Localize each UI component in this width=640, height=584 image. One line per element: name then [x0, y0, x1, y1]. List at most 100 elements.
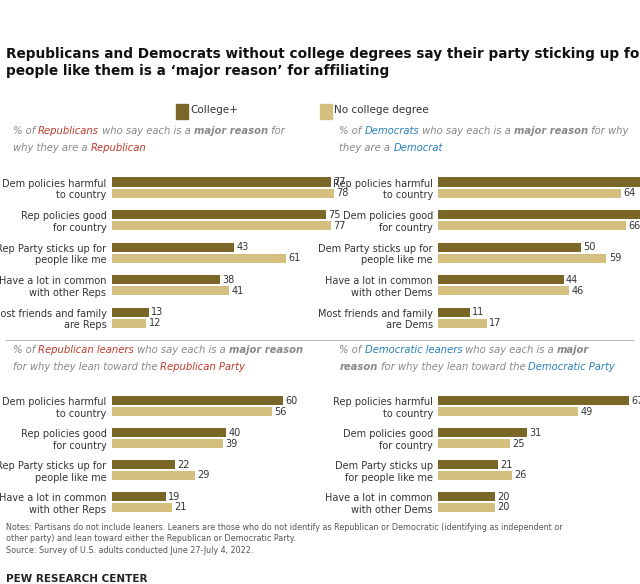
Bar [438, 407, 578, 416]
Text: % of: % of [339, 345, 365, 355]
Text: % of: % of [13, 345, 38, 355]
Bar [112, 471, 195, 480]
Text: 61: 61 [288, 253, 300, 263]
Text: who say each is a: who say each is a [134, 345, 229, 355]
Text: 12: 12 [148, 318, 161, 328]
Text: 67: 67 [632, 396, 640, 406]
Bar [112, 253, 286, 263]
Text: major reason: major reason [229, 345, 303, 355]
Text: 40: 40 [228, 427, 241, 437]
Text: 11: 11 [472, 307, 484, 317]
Text: 50: 50 [583, 242, 595, 252]
Bar [438, 428, 527, 437]
Bar [112, 503, 172, 512]
Text: 26: 26 [515, 471, 527, 481]
Bar [438, 275, 564, 284]
Text: College+: College+ [190, 106, 238, 116]
Text: 29: 29 [197, 471, 209, 481]
Text: Democratic leaners: Democratic leaners [365, 345, 462, 355]
Text: 75: 75 [328, 210, 340, 220]
Text: 31: 31 [529, 427, 541, 437]
Text: who say each is a: who say each is a [419, 126, 514, 136]
Text: for why they lean toward the: for why they lean toward the [378, 362, 529, 372]
Text: 49: 49 [580, 406, 593, 416]
Text: 78: 78 [337, 188, 349, 198]
Bar [112, 492, 166, 501]
Bar [112, 318, 146, 328]
Bar [112, 460, 175, 469]
Text: 21: 21 [500, 460, 513, 470]
Text: who say each is a: who say each is a [462, 345, 557, 355]
Text: 21: 21 [174, 502, 186, 512]
Text: 59: 59 [609, 253, 621, 263]
Text: for why: for why [588, 126, 628, 136]
Text: 13: 13 [151, 307, 164, 317]
Bar [438, 439, 509, 448]
Text: major reason: major reason [514, 126, 588, 136]
Bar [112, 407, 271, 416]
Text: why they are a: why they are a [13, 143, 90, 153]
Text: 20: 20 [498, 492, 510, 502]
Text: 60: 60 [285, 396, 298, 406]
Bar [438, 178, 640, 187]
Bar [438, 210, 640, 219]
Bar [438, 471, 513, 480]
Bar [438, 397, 629, 405]
Bar [438, 189, 621, 197]
Text: they are a: they are a [339, 143, 394, 153]
Bar [112, 439, 223, 448]
Text: 25: 25 [512, 439, 524, 449]
Text: 43: 43 [237, 242, 249, 252]
Bar [112, 189, 334, 197]
Text: 64: 64 [623, 188, 636, 198]
Bar [112, 221, 332, 230]
Text: Democrats: Democrats [365, 126, 419, 136]
Bar [438, 503, 495, 512]
Text: 39: 39 [225, 439, 237, 449]
Bar [112, 397, 283, 405]
Bar [176, 104, 188, 119]
Text: 77: 77 [333, 221, 346, 231]
Text: 56: 56 [274, 406, 286, 416]
Text: 38: 38 [223, 274, 235, 284]
Bar [320, 104, 332, 119]
Bar [438, 242, 581, 252]
Text: Notes: Partisans do not include leaners. Leaners are those who do not identify a: Notes: Partisans do not include leaners.… [6, 523, 563, 555]
Text: % of: % of [339, 126, 365, 136]
Bar [112, 286, 229, 295]
Bar [112, 428, 226, 437]
Text: major: major [557, 345, 589, 355]
Bar [438, 318, 487, 328]
Text: who say each is a: who say each is a [99, 126, 194, 136]
Text: 44: 44 [566, 274, 579, 284]
Text: reason: reason [339, 362, 378, 372]
Bar [438, 460, 498, 469]
Bar [438, 286, 570, 295]
Bar [112, 308, 149, 317]
Text: 17: 17 [489, 318, 502, 328]
Text: 20: 20 [498, 502, 510, 512]
Text: Republican: Republican [90, 143, 146, 153]
Text: % of: % of [13, 126, 38, 136]
Text: Republicans and Democrats without college degrees say their party sticking up fo: Republicans and Democrats without colleg… [6, 47, 640, 78]
Bar [438, 221, 627, 230]
Bar [438, 492, 495, 501]
Text: 77: 77 [333, 177, 346, 187]
Bar [112, 242, 234, 252]
Text: Democratic Party: Democratic Party [529, 362, 615, 372]
Text: 19: 19 [168, 492, 180, 502]
Text: 46: 46 [572, 286, 584, 296]
Text: 41: 41 [231, 286, 243, 296]
Text: 66: 66 [628, 221, 640, 231]
Text: for why they lean toward the: for why they lean toward the [13, 362, 161, 372]
Bar [438, 308, 470, 317]
Text: major reason: major reason [194, 126, 268, 136]
Text: Democrat: Democrat [394, 143, 443, 153]
Bar [112, 275, 220, 284]
Bar [438, 253, 607, 263]
Bar [112, 210, 326, 219]
Text: PEW RESEARCH CENTER: PEW RESEARCH CENTER [6, 574, 148, 584]
Text: Republicans: Republicans [38, 126, 99, 136]
Text: Republican leaners: Republican leaners [38, 345, 134, 355]
Text: for: for [268, 126, 285, 136]
